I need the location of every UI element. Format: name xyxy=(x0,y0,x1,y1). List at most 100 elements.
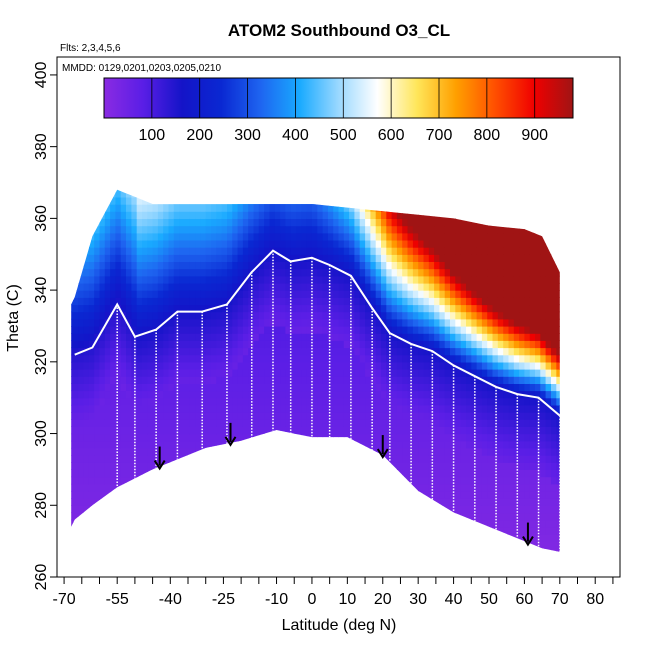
curtain-cell xyxy=(136,412,143,420)
curtain-cell xyxy=(450,318,456,327)
curtain-cell xyxy=(444,404,451,413)
curtain-cell xyxy=(115,204,122,212)
curtain-cell xyxy=(115,426,122,435)
curtain-cell xyxy=(216,282,223,291)
curtain-cell xyxy=(450,282,456,291)
curtain-cell xyxy=(412,232,419,241)
curtain-cell xyxy=(83,326,90,334)
curtain-cell xyxy=(476,476,483,485)
curtain-cell xyxy=(471,419,478,427)
curtain-cell xyxy=(285,282,292,291)
curtain-cell xyxy=(439,311,446,320)
curtain-cell xyxy=(434,397,440,406)
curtain-cell xyxy=(83,490,90,499)
curtain-cell xyxy=(147,268,154,277)
curtain-cell xyxy=(248,376,255,384)
curtain-cell xyxy=(391,354,398,363)
curtain-cell xyxy=(264,311,270,320)
curtain-cell xyxy=(444,326,451,334)
curtain-cell xyxy=(455,326,462,334)
curtain-cell xyxy=(142,254,148,262)
curtain-cell xyxy=(216,232,223,241)
curtain-cell xyxy=(423,369,430,377)
curtain-cell xyxy=(402,340,409,349)
curtain-cell xyxy=(290,354,297,363)
curtain-cell xyxy=(136,333,143,341)
curtain-cell xyxy=(195,275,201,284)
curtain-cell xyxy=(317,390,324,399)
curtain-cell xyxy=(497,397,504,406)
curtain-cell xyxy=(131,297,138,306)
curtain-cell xyxy=(200,326,207,334)
curtain-cell xyxy=(296,254,302,262)
curtain-cell xyxy=(142,225,148,234)
curtain-cell xyxy=(524,268,531,277)
curtain-cell xyxy=(115,347,122,356)
curtain-cell xyxy=(455,376,462,384)
curtain-cell xyxy=(508,361,515,370)
curtain-cell xyxy=(519,326,525,334)
curtain-cell xyxy=(184,254,191,262)
curtain-cell xyxy=(423,326,430,334)
curtain-cell xyxy=(296,369,302,377)
curtain-cell xyxy=(126,412,132,420)
curtain-cell xyxy=(359,254,366,262)
curtain-cell xyxy=(354,211,361,219)
curtain-cell xyxy=(290,290,297,298)
curtain-cell xyxy=(381,369,387,377)
curtain-cell xyxy=(290,239,297,248)
curtain-cell xyxy=(428,354,435,363)
curtain-cell xyxy=(157,232,164,241)
curtain-cell xyxy=(136,261,143,270)
curtain-cell xyxy=(455,383,462,392)
curtain-cell xyxy=(274,247,281,255)
curtain-cell xyxy=(439,282,446,291)
curtain-cell xyxy=(466,275,472,284)
curtain-cell xyxy=(524,232,531,241)
curtain-cell xyxy=(524,239,531,248)
curtain-cell xyxy=(529,512,536,521)
curtain-cell xyxy=(285,211,292,219)
curtain-cell xyxy=(412,483,419,492)
curtain-cell xyxy=(157,304,164,313)
curtain-cell xyxy=(94,354,101,363)
curtain-cell xyxy=(450,232,456,241)
curtain-cell xyxy=(205,290,212,298)
curtain-cell xyxy=(136,282,143,291)
curtain-cell xyxy=(529,433,536,442)
curtain-cell xyxy=(529,247,536,255)
curtain-cell xyxy=(88,447,95,456)
curtain-cell xyxy=(471,347,478,356)
curtain-cell xyxy=(338,383,345,392)
curtain-cell xyxy=(253,347,260,356)
curtain-cell xyxy=(296,211,302,219)
curtain-cell xyxy=(216,318,223,327)
curtain-cell xyxy=(285,361,292,370)
curtain-cell xyxy=(519,490,525,499)
curtain-cell xyxy=(189,354,196,363)
curtain-cell xyxy=(455,261,462,270)
curtain-cell xyxy=(349,261,355,270)
curtain-cell xyxy=(471,304,478,313)
curtain-cell xyxy=(179,232,186,241)
curtain-cell xyxy=(402,404,409,413)
curtain-cell xyxy=(359,232,366,241)
curtain-cell xyxy=(365,354,371,363)
curtain-cell xyxy=(487,483,494,492)
curtain-cell xyxy=(418,361,425,370)
curtain-cell xyxy=(423,340,430,349)
curtain-cell xyxy=(317,333,324,341)
curtain-cell xyxy=(412,268,419,277)
curtain-cell xyxy=(487,512,494,521)
curtain-cell xyxy=(396,311,403,320)
curtain-cell xyxy=(391,254,398,262)
curtain-cell xyxy=(242,268,249,277)
curtain-cell xyxy=(221,376,228,384)
curtain-cell xyxy=(333,397,340,406)
curtain-cell xyxy=(147,290,154,298)
curtain-cell xyxy=(216,369,223,377)
curtain-cell xyxy=(242,239,249,248)
curtain-cell xyxy=(232,354,239,363)
curtain-cell xyxy=(200,419,207,427)
curtain-cell xyxy=(200,426,207,435)
